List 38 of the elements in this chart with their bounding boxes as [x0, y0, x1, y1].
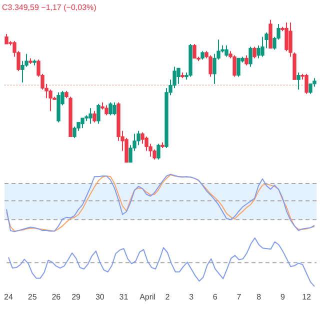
candlestick: [72, 126, 76, 139]
x-tick-label: April: [140, 292, 156, 302]
candlestick: [156, 143, 160, 160]
candlestick: [256, 44, 260, 59]
x-tick-label: 8: [256, 292, 262, 302]
x-tick-label: 24: [4, 292, 14, 302]
candlestick: [260, 36, 264, 58]
x-tick-label: 29: [72, 292, 82, 302]
x-tick-label: 31: [119, 292, 129, 302]
candlestick: [4, 33, 8, 44]
candlestick: [104, 104, 108, 116]
candlestick: [296, 72, 300, 90]
x-tick-label: 25: [28, 292, 38, 302]
candlestick: [248, 46, 252, 68]
candlestick: [88, 108, 92, 124]
x-tick-label: 12: [302, 292, 312, 302]
candlestick: [80, 118, 84, 129]
x-tick-label: 3: [189, 292, 194, 302]
x-tick-label: 30: [95, 292, 105, 302]
candlestick: [232, 54, 236, 78]
x-tick-label: 9: [280, 292, 286, 302]
candlestick: [224, 44, 228, 58]
candlestick: [252, 46, 256, 59]
candlestick: [236, 58, 240, 78]
x-tick-label: 6: [212, 292, 218, 302]
x-tick-label: 2: [165, 292, 170, 302]
candlestick: [304, 73, 308, 94]
x-tick-label: 26: [52, 292, 62, 302]
candlestick: [208, 54, 212, 78]
candlestick: [96, 103, 100, 124]
text: C3.349,59 −1,17 (−0,03%): [2, 3, 97, 12]
candlestick: [192, 43, 196, 59]
candlestick: [112, 102, 116, 116]
candlestick: [108, 102, 112, 116]
x-tick-label: 7: [236, 292, 242, 302]
candlestick: [176, 68, 180, 84]
candlestick: [244, 54, 248, 66]
candlestick: [92, 110, 96, 123]
